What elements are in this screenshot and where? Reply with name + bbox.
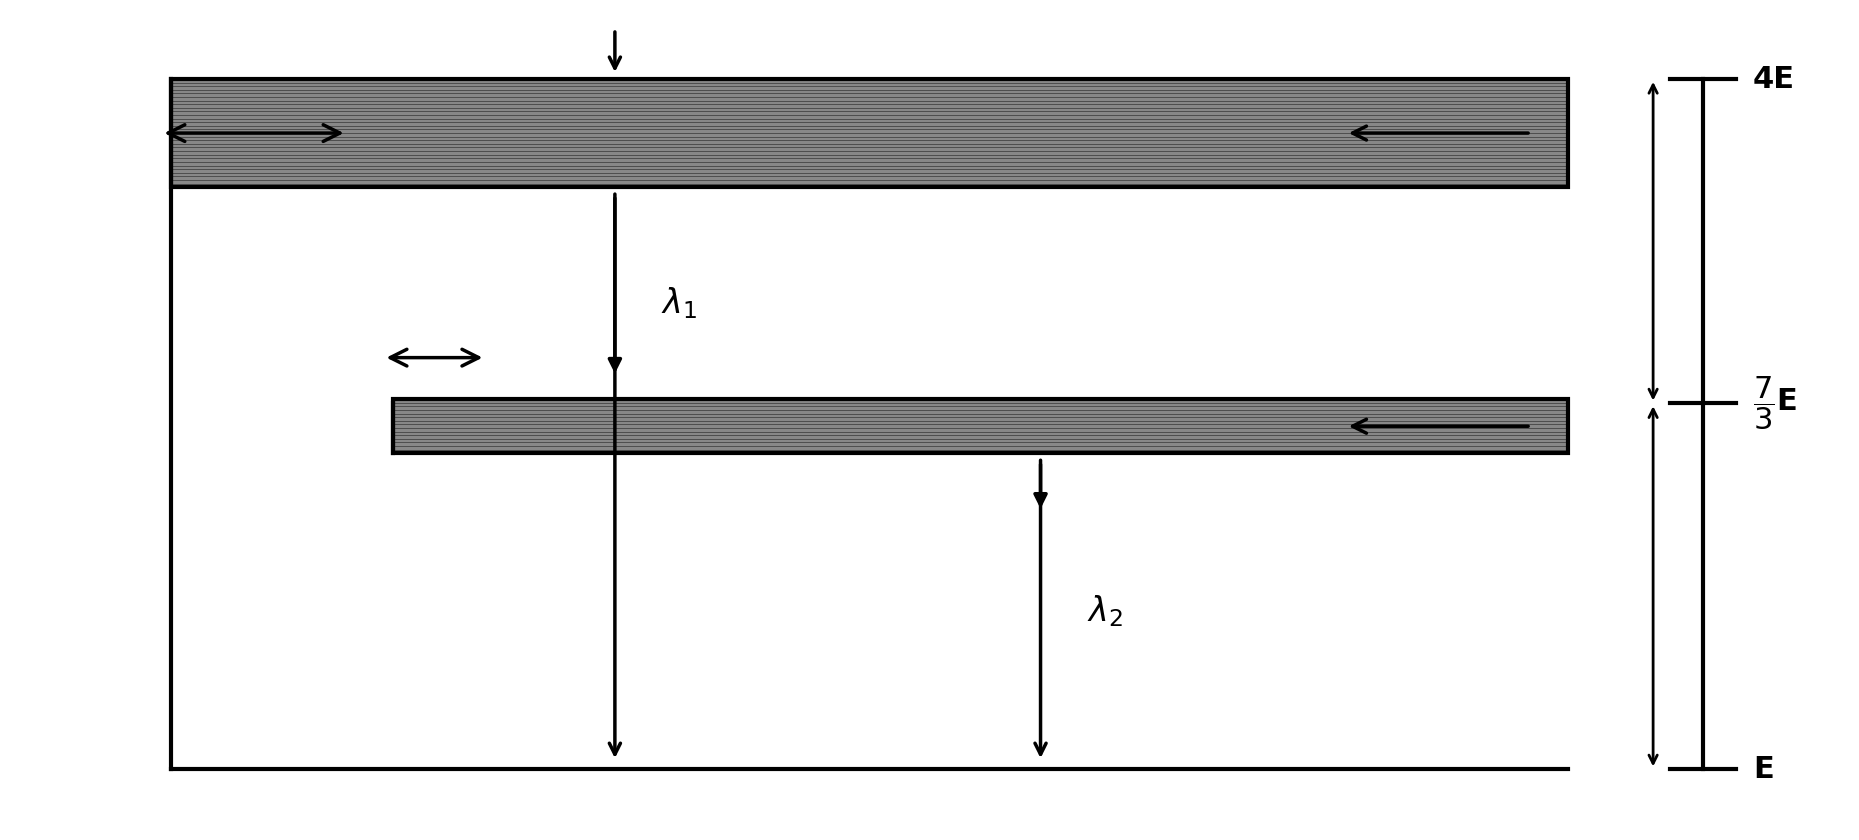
Bar: [171, 79, 1567, 187]
Text: $\lambda_1$: $\lambda_1$: [662, 286, 697, 322]
Text: E: E: [1753, 755, 1773, 784]
Bar: [392, 399, 1567, 454]
Text: $\dfrac{7}{3}$E: $\dfrac{7}{3}$E: [1753, 375, 1798, 432]
Text: 4E: 4E: [1753, 65, 1796, 93]
Text: $\lambda_2$: $\lambda_2$: [1088, 593, 1123, 629]
